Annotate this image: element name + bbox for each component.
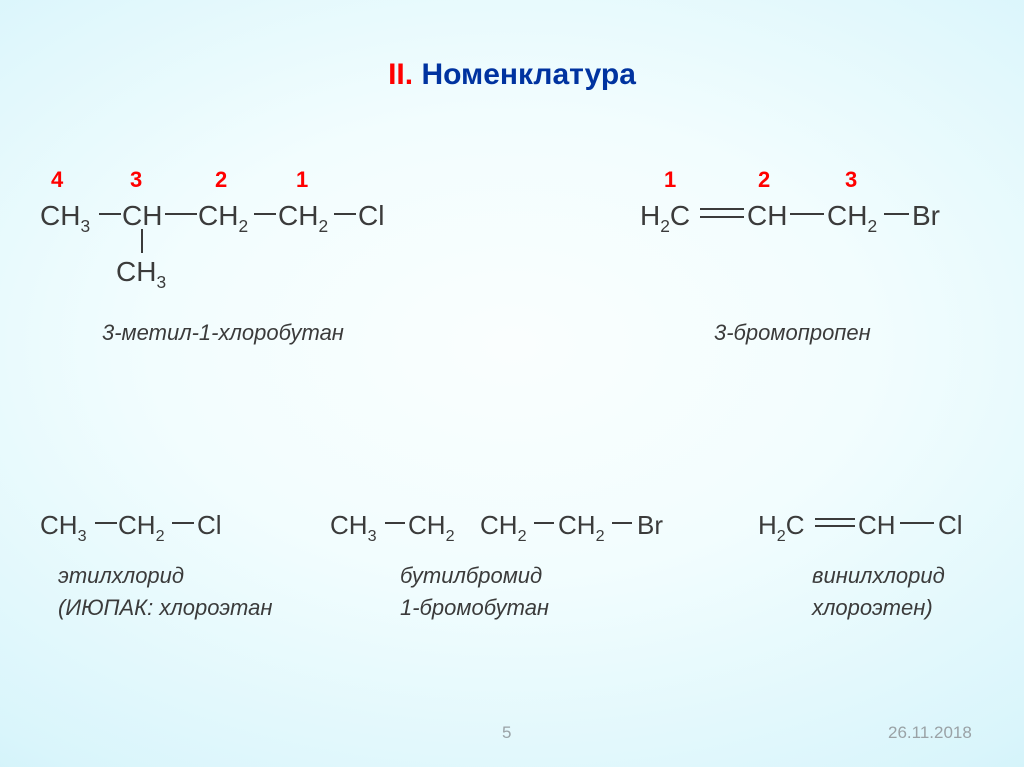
title-text: Номенклатура <box>421 58 635 91</box>
page-number: 5 <box>502 723 511 743</box>
compound-name: хлороэтен) <box>812 595 933 621</box>
chem-group: Br <box>637 510 663 541</box>
slide-title: II. Номенклатура <box>0 58 1024 92</box>
carbon-number: 2 <box>215 167 227 193</box>
chem-group: CH <box>122 200 162 232</box>
bond-line <box>884 213 909 215</box>
compound-name: 1-бромобутан <box>400 595 549 621</box>
chem-group: CH2 <box>827 200 877 237</box>
background <box>0 0 1024 767</box>
compound-name: бутилбромид <box>400 563 542 589</box>
bond-line <box>165 213 197 215</box>
bond-line <box>900 522 934 524</box>
chem-group: CH2 <box>278 200 328 237</box>
chem-group: H2C <box>758 510 805 545</box>
compound-name: винилхлорид <box>812 563 945 589</box>
chem-group: H2C <box>640 200 690 237</box>
bond-line <box>534 522 554 524</box>
carbon-number: 2 <box>758 167 770 193</box>
chem-group: CH3 <box>40 200 90 237</box>
bond-line <box>790 213 824 215</box>
chem-group: CH3 <box>330 510 377 545</box>
chem-group: Cl <box>197 510 222 541</box>
chem-group: CH <box>747 200 787 232</box>
chem-group: Cl <box>938 510 963 541</box>
chem-group: CH2 <box>408 510 455 545</box>
bond-line <box>815 518 855 520</box>
chem-group: CH2 <box>480 510 527 545</box>
carbon-number: 1 <box>296 167 308 193</box>
bond-line <box>172 522 194 524</box>
bond-line <box>612 522 632 524</box>
bond-line <box>141 229 143 253</box>
bond-line <box>815 525 855 527</box>
compound-name: (ИЮПАК: хлороэтан <box>58 595 272 621</box>
compound-name: этилхлорид <box>58 563 184 589</box>
bond-line <box>95 522 117 524</box>
slide-date: 26.11.2018 <box>888 723 972 743</box>
carbon-number: 4 <box>51 167 63 193</box>
bond-line <box>700 208 744 210</box>
compound-name: 3-метил-1-хлоробутан <box>102 320 344 346</box>
bond-line <box>99 213 121 215</box>
chem-group: CH2 <box>198 200 248 237</box>
chem-group: CH3 <box>40 510 87 545</box>
chem-group: CH <box>858 510 896 541</box>
chem-group: Br <box>912 200 940 232</box>
compound-name: 3-бромопропен <box>714 320 871 346</box>
bond-line <box>385 522 405 524</box>
bond-line <box>700 216 744 218</box>
carbon-number: 3 <box>845 167 857 193</box>
chem-group: CH3 <box>116 256 166 293</box>
bond-line <box>334 213 356 215</box>
chem-group: CH2 <box>558 510 605 545</box>
bond-line <box>254 213 276 215</box>
carbon-number: 1 <box>664 167 676 193</box>
title-numeral: II. <box>388 58 413 91</box>
chem-group: Cl <box>358 200 384 232</box>
carbon-number: 3 <box>130 167 142 193</box>
chem-group: CH2 <box>118 510 165 545</box>
